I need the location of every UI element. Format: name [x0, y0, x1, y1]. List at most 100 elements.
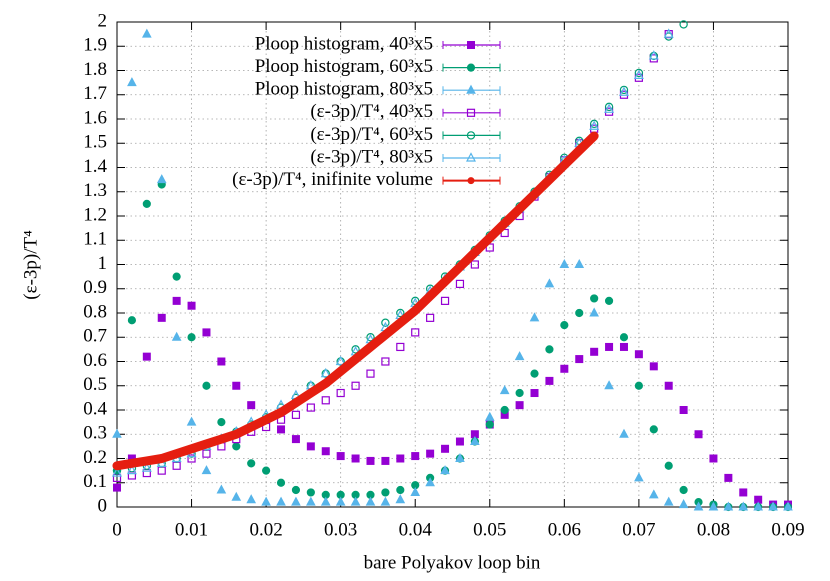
marker [575, 355, 584, 364]
y-tick-label: 1.6 [83, 107, 107, 128]
marker [529, 312, 540, 322]
marker [544, 278, 555, 288]
marker [351, 381, 360, 390]
marker [247, 401, 256, 410]
legend-label: (ε-3p)/T⁴, inifinite volume [232, 169, 433, 190]
marker [156, 174, 167, 184]
marker [142, 199, 151, 208]
marker [484, 411, 495, 421]
y-tick-label: 1.2 [83, 204, 107, 225]
marker [320, 496, 331, 506]
marker [321, 447, 330, 456]
marker [127, 316, 137, 325]
marker [709, 454, 718, 463]
marker [142, 352, 151, 361]
marker [604, 380, 614, 390]
marker [455, 279, 465, 288]
marker [366, 456, 375, 465]
marker [335, 496, 346, 506]
marker [589, 119, 599, 129]
marker [466, 152, 476, 162]
marker [201, 465, 212, 475]
marker [515, 388, 524, 398]
marker [202, 449, 211, 458]
marker [410, 486, 421, 496]
marker [619, 342, 628, 351]
y-tick-label: 1.9 [83, 35, 107, 56]
legend-label: Ploop histogram, 60³x5 [255, 56, 433, 77]
marker [560, 321, 569, 330]
marker [753, 501, 764, 511]
marker [575, 308, 584, 318]
marker [467, 177, 475, 185]
marker [320, 367, 331, 378]
x-tick-label: 0.04 [399, 519, 433, 540]
marker [530, 389, 539, 398]
marker [634, 472, 644, 482]
marker [426, 449, 435, 458]
y-tick-label: 0.1 [83, 471, 107, 492]
marker [112, 467, 122, 477]
y-tick-label: 1.8 [83, 59, 107, 80]
marker [768, 501, 778, 511]
marker [500, 405, 509, 415]
marker [530, 369, 539, 378]
marker [336, 452, 345, 461]
marker [306, 442, 315, 451]
marker [634, 350, 643, 359]
marker [396, 342, 405, 352]
x-tick-label: 0.09 [771, 519, 804, 540]
marker [664, 381, 673, 390]
y-tick-label: 0.9 [83, 277, 107, 298]
marker [485, 420, 494, 429]
marker [381, 456, 390, 465]
marker [202, 381, 211, 390]
marker [467, 41, 475, 49]
marker [559, 258, 570, 268]
y-tick-label: 1 [98, 253, 108, 274]
marker [411, 452, 420, 461]
marker [649, 425, 658, 434]
marker [619, 85, 629, 95]
marker [514, 351, 525, 361]
marker [499, 385, 510, 395]
marker [365, 496, 376, 506]
marker [604, 102, 614, 112]
marker [589, 120, 600, 130]
marker [336, 388, 345, 398]
y-tick-label: 0.8 [83, 301, 107, 322]
marker [113, 483, 121, 492]
marker [381, 357, 390, 366]
marker [276, 496, 286, 506]
marker [172, 296, 181, 305]
y-tick-label: 1.4 [83, 156, 107, 177]
marker [648, 489, 659, 499]
marker [738, 501, 749, 511]
marker [455, 452, 465, 462]
marker [470, 260, 479, 269]
marker [381, 318, 390, 327]
y-tick-label: 0.4 [83, 398, 107, 419]
marker [202, 328, 211, 337]
y-tick-label: 2 [98, 10, 108, 31]
marker [277, 425, 286, 434]
marker [127, 77, 137, 87]
x-tick-label: 0 [112, 519, 122, 540]
marker [634, 68, 644, 78]
marker [441, 444, 450, 453]
marker [306, 496, 316, 506]
marker [605, 342, 614, 351]
marker [411, 328, 420, 337]
marker [246, 494, 257, 504]
marker [141, 28, 152, 38]
x-tick-label: 0.08 [697, 519, 730, 540]
marker [604, 296, 614, 305]
y-tick-label: 0.3 [83, 423, 107, 444]
marker [217, 418, 226, 427]
marker [426, 313, 435, 322]
marker [679, 406, 688, 414]
marker [633, 69, 644, 79]
legend-label: Ploop histogram, 40³x5 [255, 33, 433, 54]
marker [590, 294, 599, 303]
marker [663, 28, 674, 38]
